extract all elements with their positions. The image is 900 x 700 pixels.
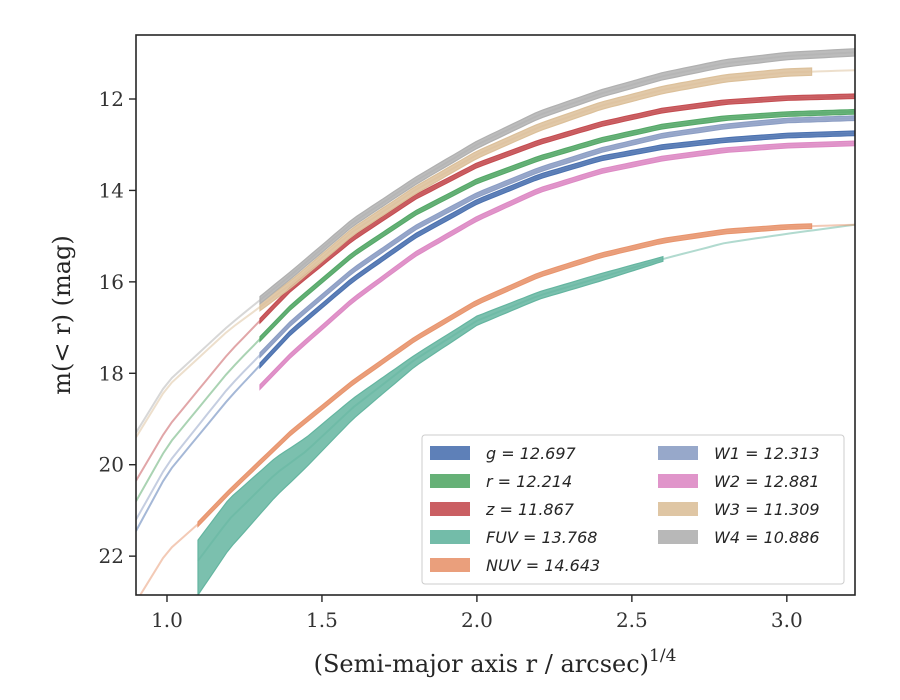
legend-swatch-r [430,474,470,488]
legend-label-g: g = 12.697 [486,444,577,463]
legend-label-w2: W2 = 12.881 [714,472,820,491]
legend-label-w4: W4 = 10.886 [714,528,820,547]
series-z-band [259,93,855,325]
y-tick-label: 14 [99,178,124,202]
series-w4 [136,48,855,434]
series-r-band [259,108,855,343]
series-g [136,130,855,532]
series-w3-band [259,67,813,312]
y-tick-label: 22 [99,544,124,568]
series-nuv-band [197,223,813,528]
series-w2 [259,140,855,391]
series-fuv [197,223,855,595]
series-w3 [136,67,855,438]
y-tick-label: 12 [99,87,124,111]
legend-swatch-w2 [658,474,698,488]
y-tick-label: 20 [99,453,124,477]
x-axis-label-exponent: 1/4 [649,646,676,666]
legend-label-nuv: NUV = 14.643 [486,556,600,575]
series-w2-band [259,140,855,391]
y-tick-label: 16 [99,270,124,294]
series-r [136,108,855,502]
legend-swatch-nuv [430,558,470,572]
legend-frame [421,434,845,585]
series-fuv-band [197,255,664,595]
plot-frame [135,34,856,596]
x-tick-label: 2.5 [616,608,648,632]
legend-swatch-w1 [658,446,698,460]
series-w1 [136,115,855,521]
legend: g = 12.697 r = 12.214 z = 11.867 FUV = 13.7… [421,434,845,585]
x-tick-label: 2.0 [461,608,493,632]
x-axis-label: (Semi-major axis r / arcsec)1/4 [314,646,677,678]
series-nuv [139,223,855,595]
x-axis-label-main: (Semi-major axis r / arcsec) [314,650,649,678]
legend-swatch-w4 [658,530,698,544]
legend-label-w1: W1 = 12.313 [714,444,820,463]
y-axis: 12 14 16 18 20 22 [99,87,136,568]
series-g-band [259,130,855,370]
legend-label-z: z = 11.867 [485,500,575,519]
legend-swatch-fuv [430,530,470,544]
series-w1-band [259,115,855,359]
x-tick-label: 1.5 [306,608,338,632]
x-axis: 1.0 1.5 2.0 2.5 3.0 [151,595,803,632]
legend-swatch-g [430,446,470,460]
legend-label-fuv: FUV = 13.768 [486,528,597,547]
series-layer [136,48,855,595]
legend-label-r: r = 12.214 [486,472,572,491]
series-w4-band [259,48,855,306]
x-tick-label: 3.0 [771,608,803,632]
x-tick-label: 1.0 [151,608,183,632]
legend-swatch-w3 [658,502,698,516]
legend-swatch-z [430,502,470,516]
legend-label-w3: W3 = 11.309 [714,500,820,519]
y-axis-label: m(< r) (mag) [48,235,76,394]
y-tick-label: 18 [99,361,124,385]
series-z [136,93,855,482]
